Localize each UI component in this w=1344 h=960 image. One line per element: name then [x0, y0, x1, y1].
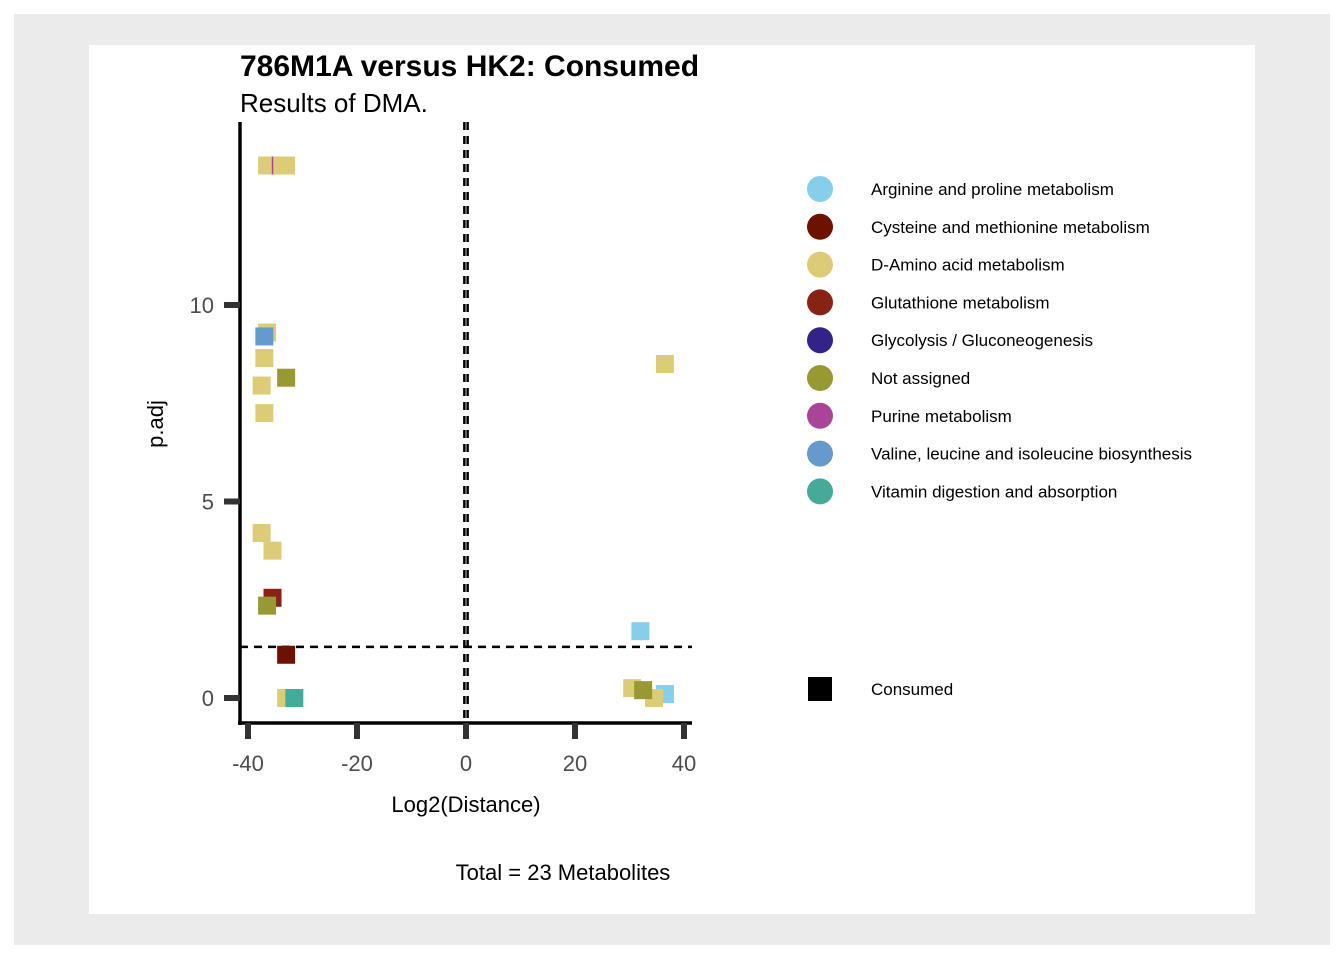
legend-key — [807, 365, 833, 391]
data-point — [258, 596, 277, 615]
legend-shape-label: Consumed — [871, 680, 953, 699]
data-point — [631, 622, 650, 641]
x-tick-label: -40 — [232, 751, 264, 776]
x-tick-label: 20 — [563, 751, 587, 776]
y-tick-label: 10 — [190, 293, 214, 318]
data-point — [634, 681, 653, 700]
legend-key — [807, 289, 833, 316]
legend: Arginine and proline metabolism Cysteine … — [807, 176, 1192, 701]
chart-caption: Total = 23 Metabolites — [456, 860, 671, 885]
legend-label: Valine, leucine and isoleucine biosynthe… — [871, 445, 1192, 464]
legend-label: Cysteine and methionine metabolism — [871, 218, 1150, 237]
data-point — [255, 404, 274, 423]
data-point — [252, 376, 271, 395]
legend-key — [807, 327, 833, 354]
x-tick-label: -20 — [341, 751, 373, 776]
legend-label: Purine metabolism — [871, 407, 1012, 426]
legend-key — [807, 176, 833, 202]
data-point — [255, 349, 274, 368]
x-axis-label: Log2(Distance) — [391, 792, 540, 817]
legend-label: Arginine and proline metabolism — [871, 180, 1114, 199]
data-point — [655, 354, 674, 373]
chart-subtitle: Results of DMA. — [240, 88, 428, 118]
legend-label: Glutathione metabolism — [871, 293, 1050, 312]
data-point — [277, 645, 296, 664]
y-axis-label: p.adj — [143, 400, 168, 448]
legend-key — [807, 402, 833, 429]
data-point — [277, 156, 296, 175]
data-point — [263, 541, 282, 560]
legend-key — [807, 440, 833, 467]
y-tick-label: 0 — [202, 686, 214, 711]
plot-panel — [89, 45, 1255, 914]
legend-key — [807, 251, 833, 278]
legend-label: D-Amino acid metabolism — [871, 256, 1065, 275]
data-point — [252, 523, 271, 542]
data-point — [285, 689, 304, 707]
chart-title: 786M1A versus HK2: Consumed — [240, 50, 699, 83]
legend-key — [807, 478, 833, 505]
x-tick-label: 0 — [460, 751, 472, 776]
legend-label: Not assigned — [871, 369, 970, 388]
legend-label: Vitamin digestion and absorption — [871, 482, 1117, 501]
plot-layer: -40 -20 0 20 40 0 5 10 — [190, 122, 696, 776]
data-point — [277, 368, 296, 387]
legend-label: Glycolysis / Gluconeogenesis — [871, 331, 1093, 350]
legend-key — [807, 213, 833, 240]
x-tick-label: 40 — [672, 751, 696, 776]
legend-shape-key — [808, 677, 832, 701]
data-point — [255, 327, 274, 346]
y-tick-label: 5 — [202, 490, 214, 515]
